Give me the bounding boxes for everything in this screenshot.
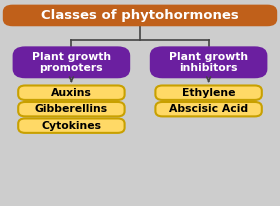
Text: Classes of phytohormones: Classes of phytohormones: [41, 9, 239, 22]
FancyBboxPatch shape: [155, 85, 262, 100]
FancyBboxPatch shape: [18, 102, 125, 116]
Text: Gibberellins: Gibberellins: [35, 104, 108, 114]
Text: Plant growth
inhibitors: Plant growth inhibitors: [169, 52, 248, 73]
FancyBboxPatch shape: [150, 46, 267, 78]
FancyBboxPatch shape: [18, 85, 125, 100]
FancyBboxPatch shape: [13, 46, 130, 78]
Text: Abscisic Acid: Abscisic Acid: [169, 104, 248, 114]
FancyBboxPatch shape: [155, 102, 262, 116]
Text: Cytokines: Cytokines: [41, 121, 101, 131]
Text: Plant growth
promoters: Plant growth promoters: [32, 52, 111, 73]
FancyBboxPatch shape: [3, 5, 277, 26]
Text: Auxins: Auxins: [51, 88, 92, 98]
FancyBboxPatch shape: [18, 118, 125, 133]
Text: Ethylene: Ethylene: [182, 88, 235, 98]
